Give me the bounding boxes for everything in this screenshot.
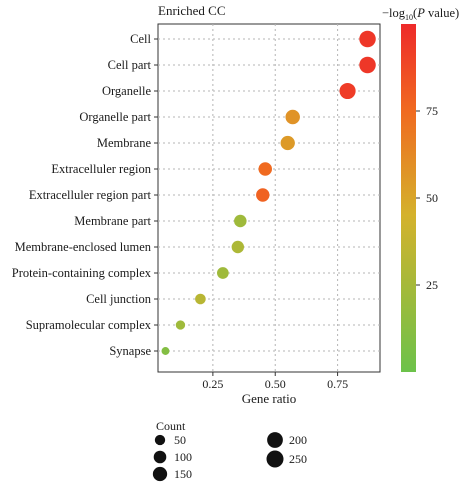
y-tick-label: Organelle: [102, 84, 152, 98]
size-legend-label: 250: [289, 452, 307, 466]
size-legend-label: 100: [174, 450, 192, 464]
size-legend-circle: [154, 434, 166, 446]
x-axis-ticks: 0.25 0.50 0.75: [202, 372, 348, 391]
colorbar: [401, 24, 416, 372]
x-tick-label: 0.50: [265, 377, 286, 391]
point-membrane: [280, 135, 295, 151]
size-legend-label: 50: [174, 433, 186, 447]
y-tick-label: Cell part: [108, 58, 152, 72]
colorbar-tick-label: 50: [426, 191, 438, 205]
size-legend-title: Count: [156, 419, 186, 433]
y-tick-label: Membrane part: [74, 214, 151, 228]
x-axis-label: Gene ratio: [242, 391, 297, 406]
size-legend-circle: [152, 466, 168, 482]
size-legend-label: 150: [174, 467, 192, 481]
grid-lines: [158, 24, 380, 372]
point-extracelluler-region-part: [256, 188, 270, 202]
point-protein-containing-complex: [217, 267, 229, 279]
point-organelle: [339, 82, 356, 100]
point-organelle-part: [285, 109, 300, 125]
colorbar-tick-label: 25: [426, 278, 438, 292]
x-tick-label: 0.25: [202, 377, 223, 391]
colorbar-title: −log10(P value): [382, 6, 459, 22]
size-legend-label: 200: [289, 433, 307, 447]
y-tick-label: Extracelluler region part: [29, 188, 152, 202]
y-tick-label: Protein-containing complex: [12, 266, 152, 280]
colorbar-tick-label: 75: [426, 104, 438, 118]
y-tick-label: Organelle part: [79, 110, 151, 124]
chart-title: Enriched CC: [158, 3, 226, 18]
y-tick-label: Cell junction: [86, 292, 152, 306]
y-tick-label: Membrane: [97, 136, 152, 150]
y-tick-label: Supramolecular complex: [26, 318, 152, 332]
y-tick-label: Synapse: [109, 344, 151, 358]
y-tick-label: Cell: [130, 32, 151, 46]
size-legend-circle: [267, 432, 283, 448]
point-synapse: [161, 347, 170, 355]
colorbar-ticks: 25 50 75: [416, 104, 438, 292]
point-membrane-part: [234, 214, 247, 228]
size-legend-circle: [266, 450, 284, 468]
y-tick-label: Extracelluler region: [51, 162, 151, 176]
y-axis-labels: Cell Cell part Organelle Organelle part Memb…: [12, 32, 158, 358]
point-extracelluler-region: [258, 162, 272, 176]
point-cell-part: [359, 56, 376, 74]
point-supramolecular-complex: [175, 320, 186, 330]
size-legend: 50 100 150 200 250: [152, 432, 307, 482]
size-legend-circle: [153, 450, 167, 464]
data-points: [161, 30, 376, 355]
x-tick-label: 0.75: [327, 377, 348, 391]
point-cell: [359, 30, 376, 48]
plot-frame: [157, 23, 381, 373]
y-tick-label: Membrane-enclosed lumen: [15, 240, 152, 254]
point-cell-junction: [195, 293, 206, 305]
point-membrane-enclosed-lumen: [231, 240, 245, 254]
